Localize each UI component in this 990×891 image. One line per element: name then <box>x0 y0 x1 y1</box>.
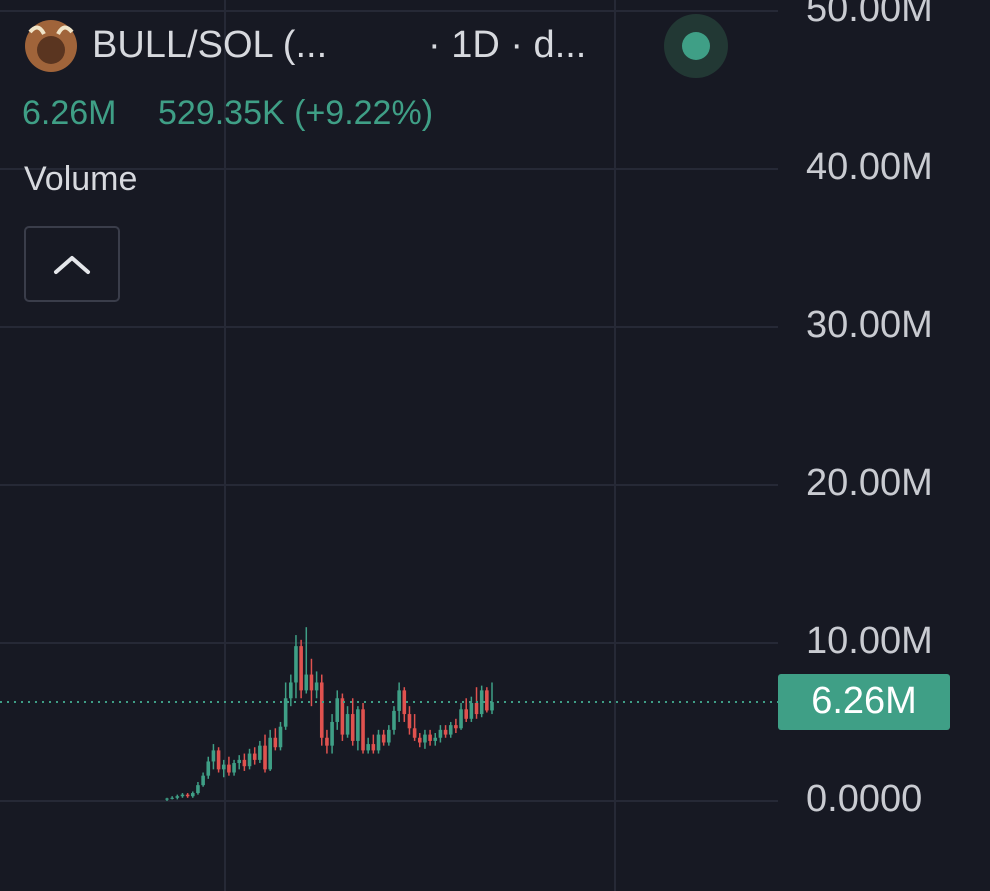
pane-title: Volume <box>24 160 137 198</box>
plot-area <box>0 10 778 802</box>
symbol-logo-horns <box>28 25 74 35</box>
symbol-logo-face <box>37 36 65 64</box>
candle-body <box>485 690 489 711</box>
candle-body <box>325 737 329 746</box>
candle-body <box>376 734 381 751</box>
candle-body <box>165 798 169 800</box>
candle-body <box>490 702 494 711</box>
candle-body <box>206 761 211 776</box>
candle-body <box>283 698 288 727</box>
candle-body <box>258 745 262 760</box>
y-tick-label: 10.00M <box>806 620 933 662</box>
candle-body <box>278 726 283 748</box>
candle-body <box>335 698 340 722</box>
candle-body <box>190 793 195 797</box>
candle-body <box>294 646 298 683</box>
y-tick-label: 30.00M <box>806 304 933 346</box>
last-price-box <box>778 674 950 731</box>
candle-body <box>443 729 448 735</box>
candle-body <box>356 709 360 741</box>
candle-body <box>242 759 247 767</box>
candle-body <box>211 750 216 762</box>
candle-body <box>319 682 324 738</box>
candle-body <box>433 737 438 741</box>
candle-body <box>314 682 319 691</box>
symbol: BULL/SOL (... <box>92 24 327 66</box>
candle-body <box>402 690 407 715</box>
candle-body <box>180 794 185 797</box>
status-dot <box>682 32 710 60</box>
candle-body <box>392 710 396 730</box>
candle-body <box>412 728 417 738</box>
last-price-label: 6.26M <box>811 680 917 722</box>
candle-body <box>381 734 386 743</box>
candle-body <box>361 709 365 751</box>
collapse-button[interactable] <box>24 226 120 302</box>
candle-body <box>216 750 221 770</box>
y-tick-label: 50.00M <box>806 0 933 30</box>
candle-body <box>263 745 267 770</box>
candle-body <box>175 796 180 798</box>
candle-body <box>438 729 443 738</box>
candle-body <box>196 785 200 794</box>
candle-body <box>423 734 427 743</box>
last-value: 6.26M <box>22 94 117 132</box>
candle-body <box>268 737 272 770</box>
candle-body <box>237 759 242 764</box>
candle-body <box>273 737 278 748</box>
candle-body <box>474 703 479 715</box>
candle-body <box>366 744 370 751</box>
candle-body <box>330 721 334 746</box>
y-tick-label: 0.0000 <box>806 778 922 820</box>
candle-body <box>454 725 458 729</box>
candle-body <box>289 682 293 699</box>
candle-body <box>397 690 401 711</box>
candle-body <box>232 763 236 773</box>
candle-body <box>252 753 257 760</box>
change: 529.35K (+9.22%) <box>158 94 433 132</box>
candle-body <box>345 714 350 735</box>
candle-body <box>479 690 484 715</box>
candle-body <box>170 797 174 799</box>
candle-body <box>448 725 453 735</box>
candle-body <box>350 714 355 741</box>
chevron-up <box>54 256 90 274</box>
y-tick-label: 20.00M <box>806 462 933 504</box>
candle-body <box>247 753 252 767</box>
candle-body <box>428 734 432 741</box>
candle-body <box>309 674 314 691</box>
candle-body <box>227 764 231 773</box>
candle-body <box>201 775 205 786</box>
candle-body <box>464 709 469 719</box>
candle-body <box>340 698 345 735</box>
candle-body <box>417 737 422 743</box>
candle-body <box>469 703 474 719</box>
candle-body <box>387 729 391 743</box>
candle-body <box>185 794 190 797</box>
candle-body <box>407 714 412 729</box>
candle-body <box>299 646 303 691</box>
candle-body <box>221 764 226 770</box>
y-tick-label: 40.00M <box>806 146 933 188</box>
interval: · 1D · d... <box>428 24 586 66</box>
candle-body <box>459 709 463 729</box>
candle-body <box>304 674 309 691</box>
candle-body <box>371 744 376 751</box>
